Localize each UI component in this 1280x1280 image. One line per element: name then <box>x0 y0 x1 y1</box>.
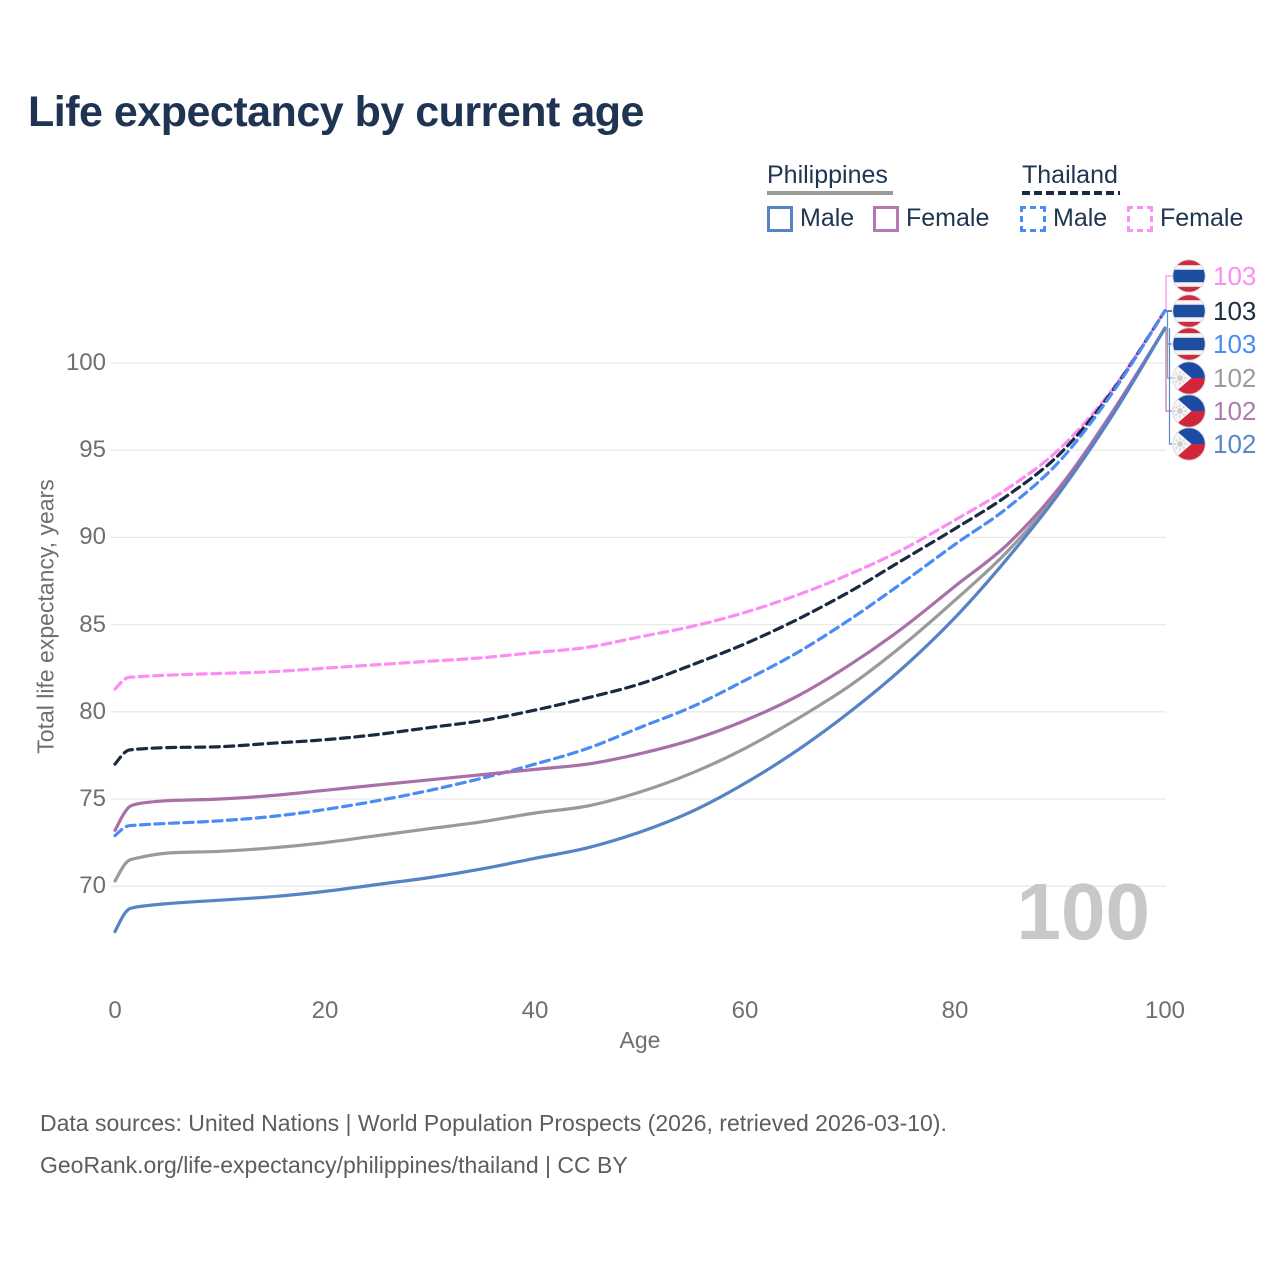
philippines-male-swatch[interactable] <box>767 205 793 232</box>
thailand-male-swatch[interactable] <box>1020 205 1046 232</box>
philippines-flag-icon <box>1172 427 1206 461</box>
series-line-philippines-male <box>113 326 1167 934</box>
x-tick-80: 80 <box>941 997 969 1024</box>
end-value: 102 <box>1213 396 1257 426</box>
age-watermark: 100 <box>1016 867 1150 956</box>
data-sources-line: Data sources: United Nations | World Pop… <box>40 1110 947 1136</box>
attribution-line: GeoRank.org/life-expectancy/philippines/… <box>40 1152 628 1178</box>
x-tick-20: 20 <box>311 997 339 1024</box>
y-axis-title: Total life expectancy, years <box>32 479 59 754</box>
end-label-philippines-female: 102 <box>1172 394 1256 428</box>
end-value: 102 <box>1213 363 1257 393</box>
y-tick-100: 100 <box>65 349 106 376</box>
y-tick-90: 90 <box>79 523 106 550</box>
series-line-thailand-female <box>113 309 1167 691</box>
legend-thailand-line-swatch <box>1022 191 1120 195</box>
end-label-philippines-both: 102 <box>1172 361 1256 395</box>
legend-label-thailand-female[interactable]: Female <box>1160 204 1244 232</box>
philippines-female-swatch[interactable] <box>873 205 899 232</box>
series-line-philippines-female <box>113 326 1167 832</box>
legend-label-philippines-female[interactable]: Female <box>906 204 990 232</box>
y-tick-95: 95 <box>79 436 106 463</box>
philippines-flag-icon <box>1172 394 1206 428</box>
y-tick-80: 80 <box>79 698 106 725</box>
x-tick-100: 100 <box>1144 997 1186 1024</box>
end-value: 102 <box>1213 429 1257 459</box>
legend-item-thailand-female[interactable]: Female <box>1127 204 1243 233</box>
thailand-flag-icon <box>1172 294 1206 328</box>
legend-item-thailand-male[interactable]: Male <box>1020 204 1107 233</box>
end-label-philippines-male: 102 <box>1172 427 1256 461</box>
thailand-female-swatch[interactable] <box>1127 205 1153 232</box>
thailand-flag-icon <box>1172 259 1206 293</box>
end-value: 103 <box>1213 329 1257 359</box>
y-tick-85: 85 <box>79 611 106 638</box>
series-line-thailand-both <box>113 309 1167 766</box>
chart-title: Life expectancy by current age <box>28 88 644 136</box>
series-line-thailand-male <box>113 309 1167 838</box>
thailand-flag-icon <box>1172 327 1206 361</box>
legend-item-philippines-female[interactable]: Female <box>873 204 989 233</box>
legend-item-philippines-male[interactable]: Male <box>767 204 854 233</box>
end-label-thailand-male: 103 <box>1172 327 1256 361</box>
legend-label-thailand-male[interactable]: Male <box>1053 204 1108 232</box>
legend-country-philippines: Philippines <box>767 161 888 189</box>
legend-philippines-line-swatch <box>767 191 893 195</box>
x-tick-60: 60 <box>731 997 759 1024</box>
philippines-flag-icon <box>1172 361 1206 395</box>
end-label-thailand-both: 103 <box>1172 294 1256 328</box>
y-tick-70: 70 <box>79 872 106 899</box>
series-line-philippines-both <box>113 326 1167 883</box>
end-value: 103 <box>1213 296 1257 326</box>
x-tick-40: 40 <box>521 997 549 1024</box>
end-label-thailand-female: 103 <box>1172 259 1256 293</box>
legend-label-philippines-male[interactable]: Male <box>800 204 855 232</box>
end-value: 103 <box>1213 261 1257 291</box>
x-tick-0: 0 <box>108 997 122 1024</box>
y-tick-75: 75 <box>79 785 106 812</box>
x-axis-title: Age <box>619 1027 661 1053</box>
legend-country-thailand: Thailand <box>1022 161 1118 189</box>
